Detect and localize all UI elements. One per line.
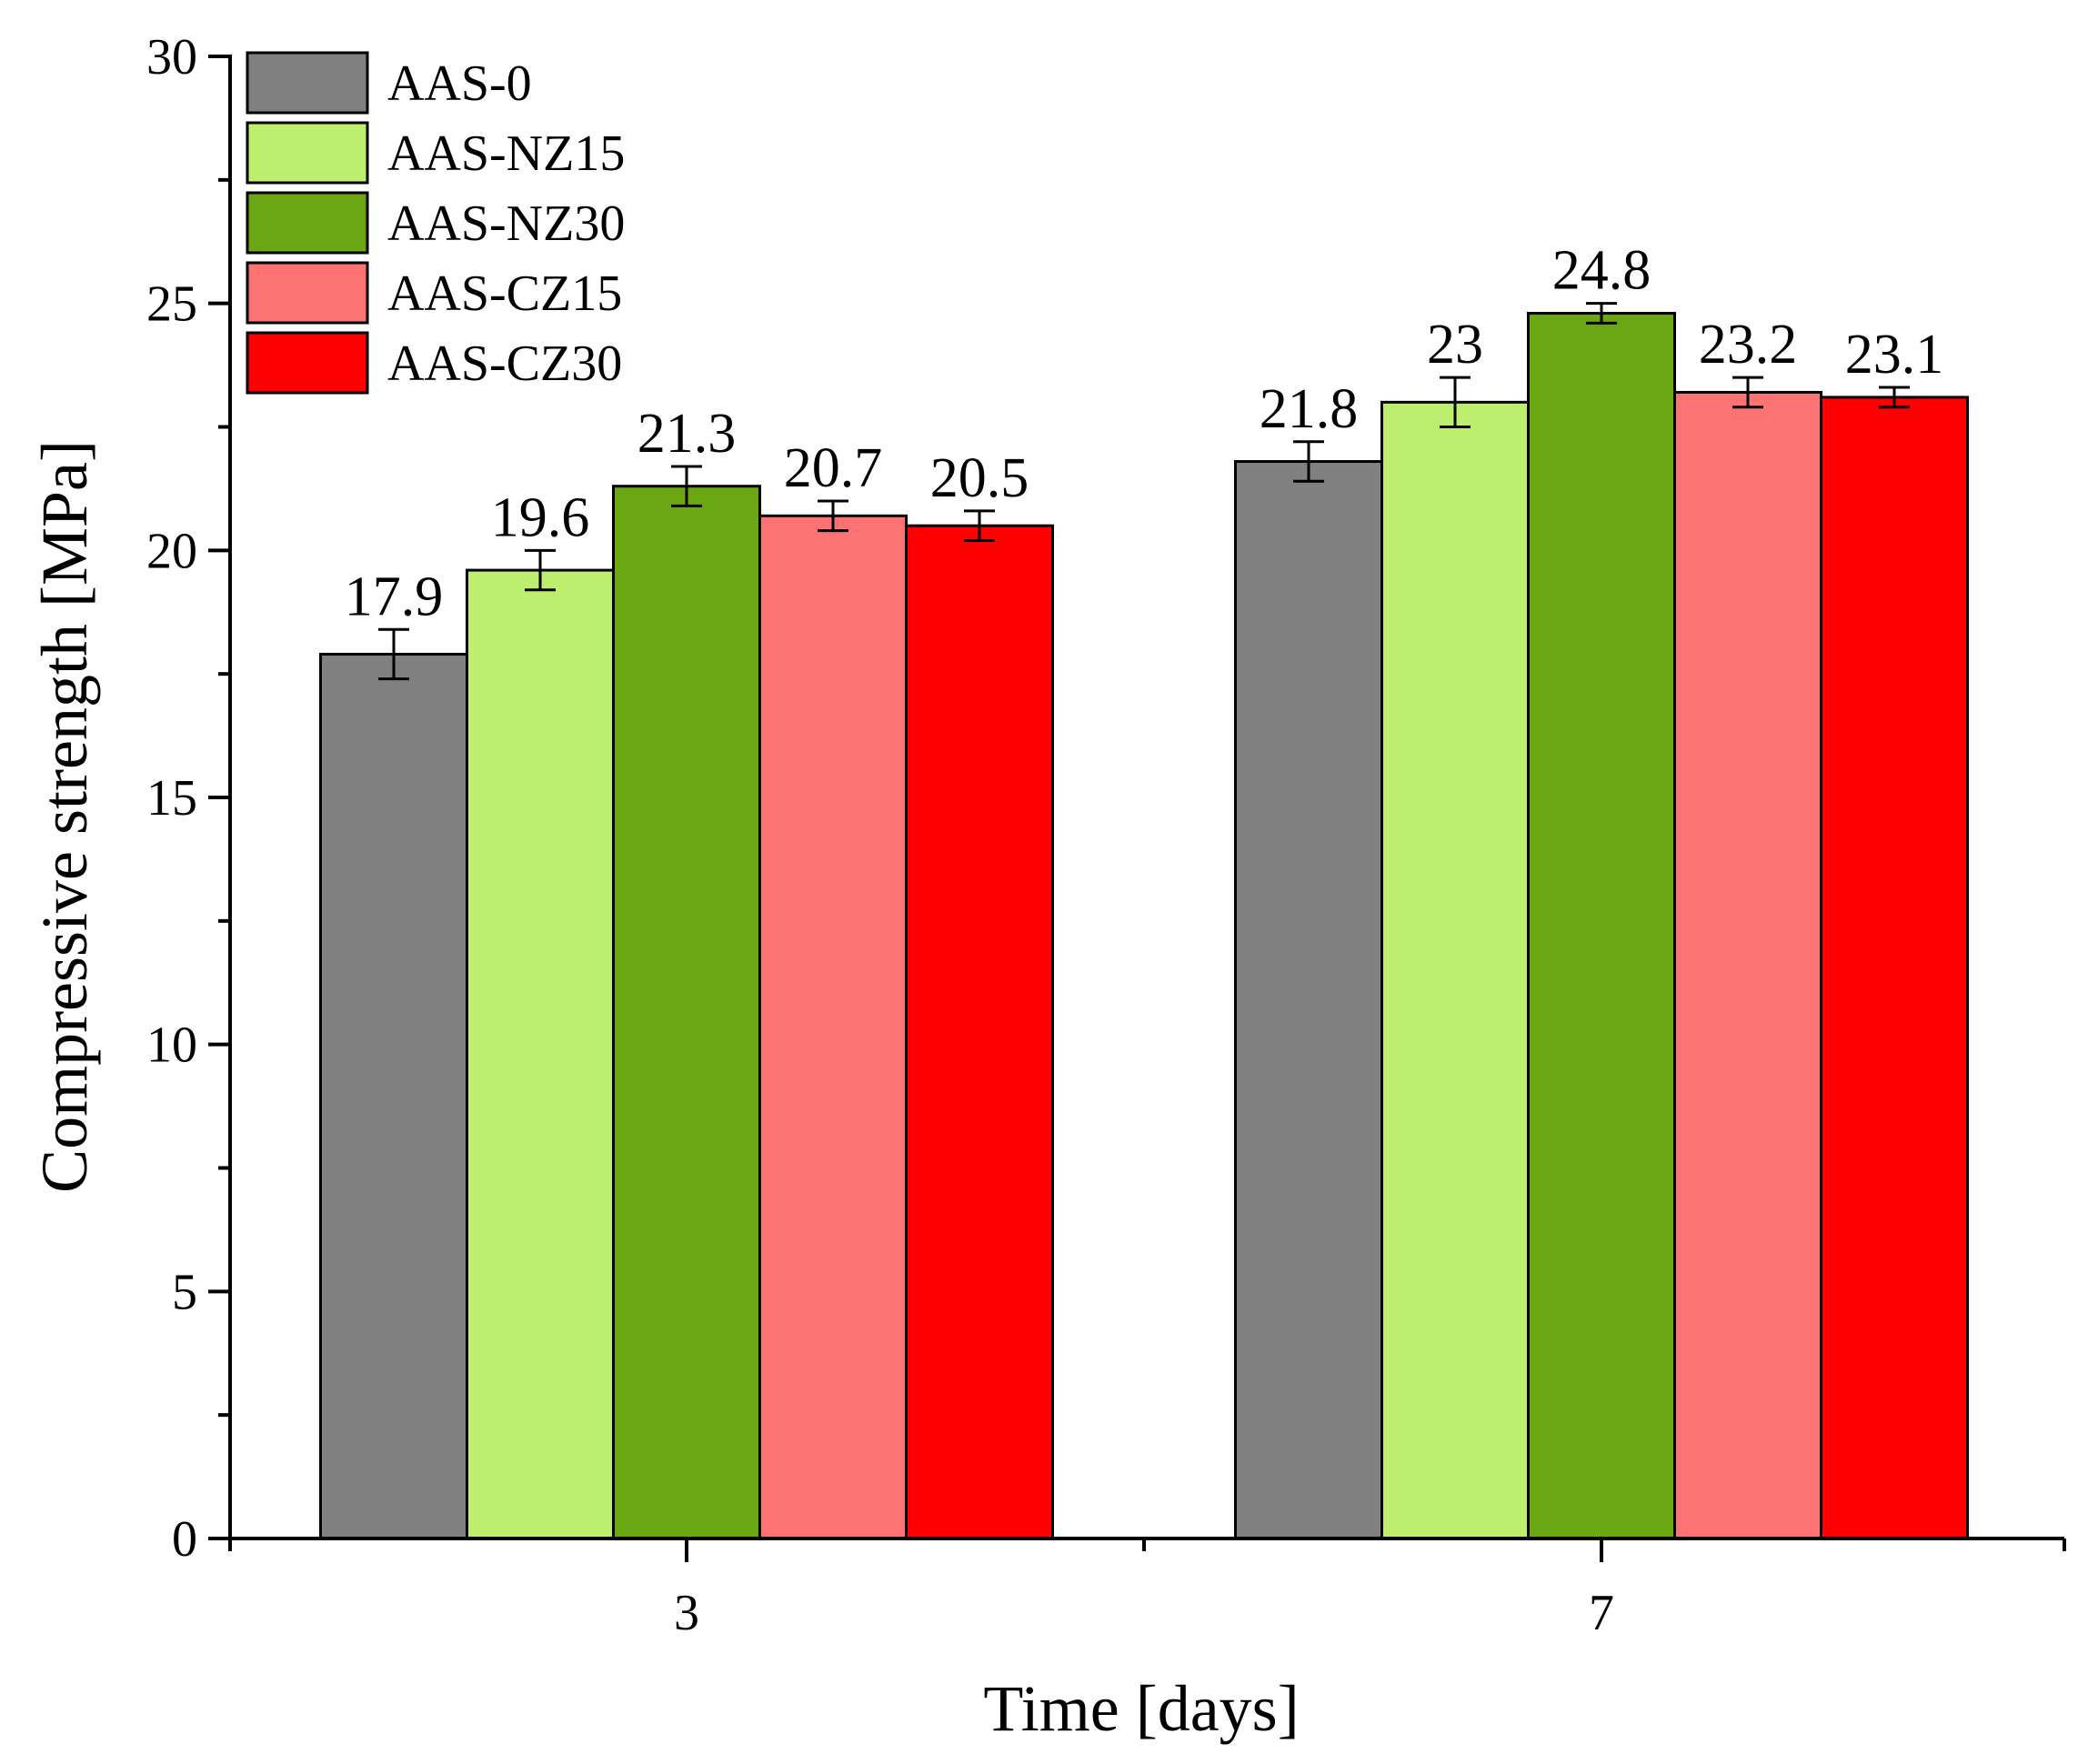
- data-label: 21.3: [637, 403, 737, 465]
- bar-aas-nz30-7: [1527, 312, 1676, 1540]
- x-axis-title: Time [days]: [983, 1672, 1299, 1745]
- data-label: 24.8: [1552, 240, 1651, 302]
- x-tick-label: 3: [674, 1585, 699, 1641]
- data-label: 21.8: [1260, 378, 1359, 440]
- bar-aas-cz30-3: [905, 524, 1054, 1540]
- y-tick-label: 5: [172, 1264, 197, 1320]
- legend-swatch-aas-0: [246, 51, 369, 115]
- data-label: 23.2: [1699, 314, 1798, 376]
- legend-label-aas-cz15: AAS-CZ15: [387, 266, 622, 322]
- legend-label-aas-0: AAS-0: [387, 55, 532, 112]
- y-tick-label: 20: [146, 523, 197, 579]
- y-axis-title: Compressive strength [MPa]: [28, 440, 101, 1193]
- bar-aas-cz30-7: [1820, 396, 1969, 1540]
- data-label: 19.6: [491, 486, 590, 548]
- legend-swatch-aas-nz30: [246, 191, 369, 255]
- bar-aas-0-7: [1234, 460, 1383, 1540]
- bar-aas-cz15-7: [1673, 390, 1822, 1540]
- bar-aas-nz15-3: [466, 568, 615, 1540]
- legend: AAS-0 AAS-NZ15 AAS-NZ30 AAS-CZ15 AAS-CZ30: [246, 51, 625, 395]
- bar-aas-nz30-3: [612, 485, 761, 1540]
- bar-aas-0-3: [319, 652, 468, 1540]
- x-tick-label: 7: [1589, 1585, 1614, 1641]
- y-tick-label: 15: [146, 770, 197, 827]
- legend-swatch-aas-cz15: [246, 261, 369, 325]
- legend-swatch-aas-nz15: [246, 121, 369, 185]
- data-label: 20.5: [930, 447, 1029, 509]
- legend-label-aas-cz30: AAS-CZ30: [387, 336, 622, 392]
- y-tick-label: 10: [146, 1017, 197, 1074]
- data-label: 17.9: [345, 566, 444, 627]
- bar-aas-nz15-7: [1380, 400, 1530, 1540]
- bars-layer: [319, 312, 1969, 1540]
- y-tick-label: 0: [172, 1511, 197, 1568]
- data-label: 23.1: [1845, 324, 1944, 386]
- bar-aas-cz15-3: [758, 514, 908, 1540]
- y-tick-label: 25: [146, 276, 197, 333]
- data-label: 23: [1427, 314, 1483, 376]
- data-labels-layer: 17.9 19.6 21.3 20.7 20.5 21.8 23 24.8 23.2 23.1: [345, 240, 1944, 628]
- data-label: 20.7: [784, 437, 883, 499]
- y-tick-label: 30: [146, 29, 197, 85]
- error-bars-layer: [378, 302, 1910, 681]
- axes-layer: 0 5 10 15 20 25 30 3 7: [146, 29, 2066, 1641]
- legend-label-aas-nz30: AAS-NZ30: [387, 195, 625, 252]
- legend-label-aas-nz15: AAS-NZ15: [387, 125, 625, 182]
- legend-swatch-aas-cz30: [246, 331, 369, 395]
